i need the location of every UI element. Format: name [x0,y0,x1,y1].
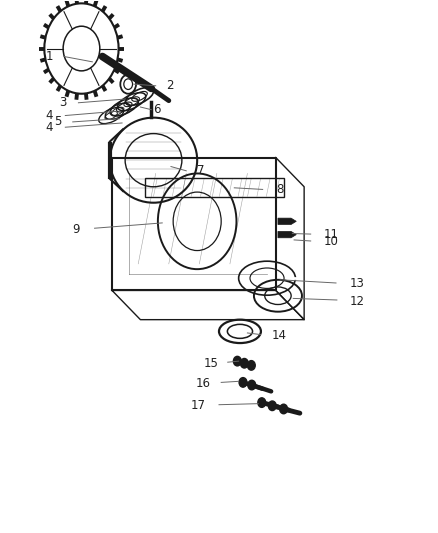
Text: 15: 15 [204,357,219,370]
Circle shape [233,357,241,366]
Text: 3: 3 [59,96,66,109]
Text: 10: 10 [324,235,339,248]
Circle shape [247,361,255,370]
Text: 9: 9 [72,223,79,236]
Text: 1: 1 [46,50,53,63]
Text: 13: 13 [350,277,365,290]
Text: 12: 12 [350,295,365,308]
Circle shape [280,404,288,414]
Text: 7: 7 [197,164,205,177]
Circle shape [258,398,266,407]
Text: 6: 6 [153,103,161,116]
Circle shape [239,377,247,387]
Text: 5: 5 [54,116,62,128]
Text: 17: 17 [191,399,206,413]
Text: 4: 4 [46,109,53,122]
Text: 16: 16 [195,377,210,390]
Circle shape [268,401,276,410]
Polygon shape [278,218,296,224]
Text: 11: 11 [324,228,339,241]
Text: 14: 14 [272,329,286,342]
Text: 4: 4 [46,120,53,134]
Circle shape [240,359,248,368]
Text: 2: 2 [166,79,174,92]
Polygon shape [278,231,296,238]
Text: 8: 8 [276,183,283,196]
Circle shape [248,380,256,390]
